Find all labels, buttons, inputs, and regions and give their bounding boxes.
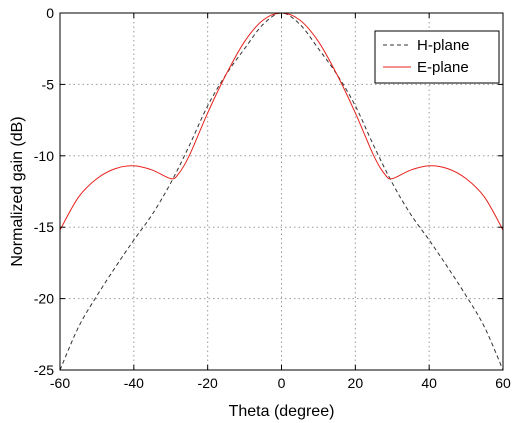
h-plane-legend-label: H-plane (417, 37, 470, 54)
y-tick-label: -5 (42, 76, 55, 92)
axis-ticks: -60 -40 -20 0 20 40 60 0 -5 -10 -15 -20 -25 (34, 5, 511, 391)
x-tick-label: 20 (348, 375, 364, 391)
legend-entries: H-plane E-plane (383, 37, 470, 76)
x-tick-label: 0 (278, 375, 286, 391)
x-tick-label: 60 (495, 375, 511, 391)
y-tick-label: -15 (34, 219, 54, 235)
x-tick-label: -40 (124, 375, 144, 391)
x-axis-title: Theta (degree) (229, 403, 335, 420)
y-tick-label: -25 (34, 362, 54, 378)
y-tick-label: 0 (46, 5, 54, 21)
legend-box (374, 30, 500, 84)
y-axis-title: Normalized gain (dB) (9, 116, 26, 266)
x-tick-label: -20 (198, 375, 218, 391)
e-plane-legend-label: E-plane (417, 59, 469, 76)
legend: H-plane E-plane (374, 30, 500, 84)
grid-lines (60, 13, 503, 370)
x-tick-label: -60 (50, 375, 70, 391)
x-tick-label: 40 (421, 375, 437, 391)
y-tick-label: -10 (34, 148, 54, 164)
y-tick-label: -20 (34, 291, 54, 307)
h-plane-series-line (59, 12, 504, 371)
